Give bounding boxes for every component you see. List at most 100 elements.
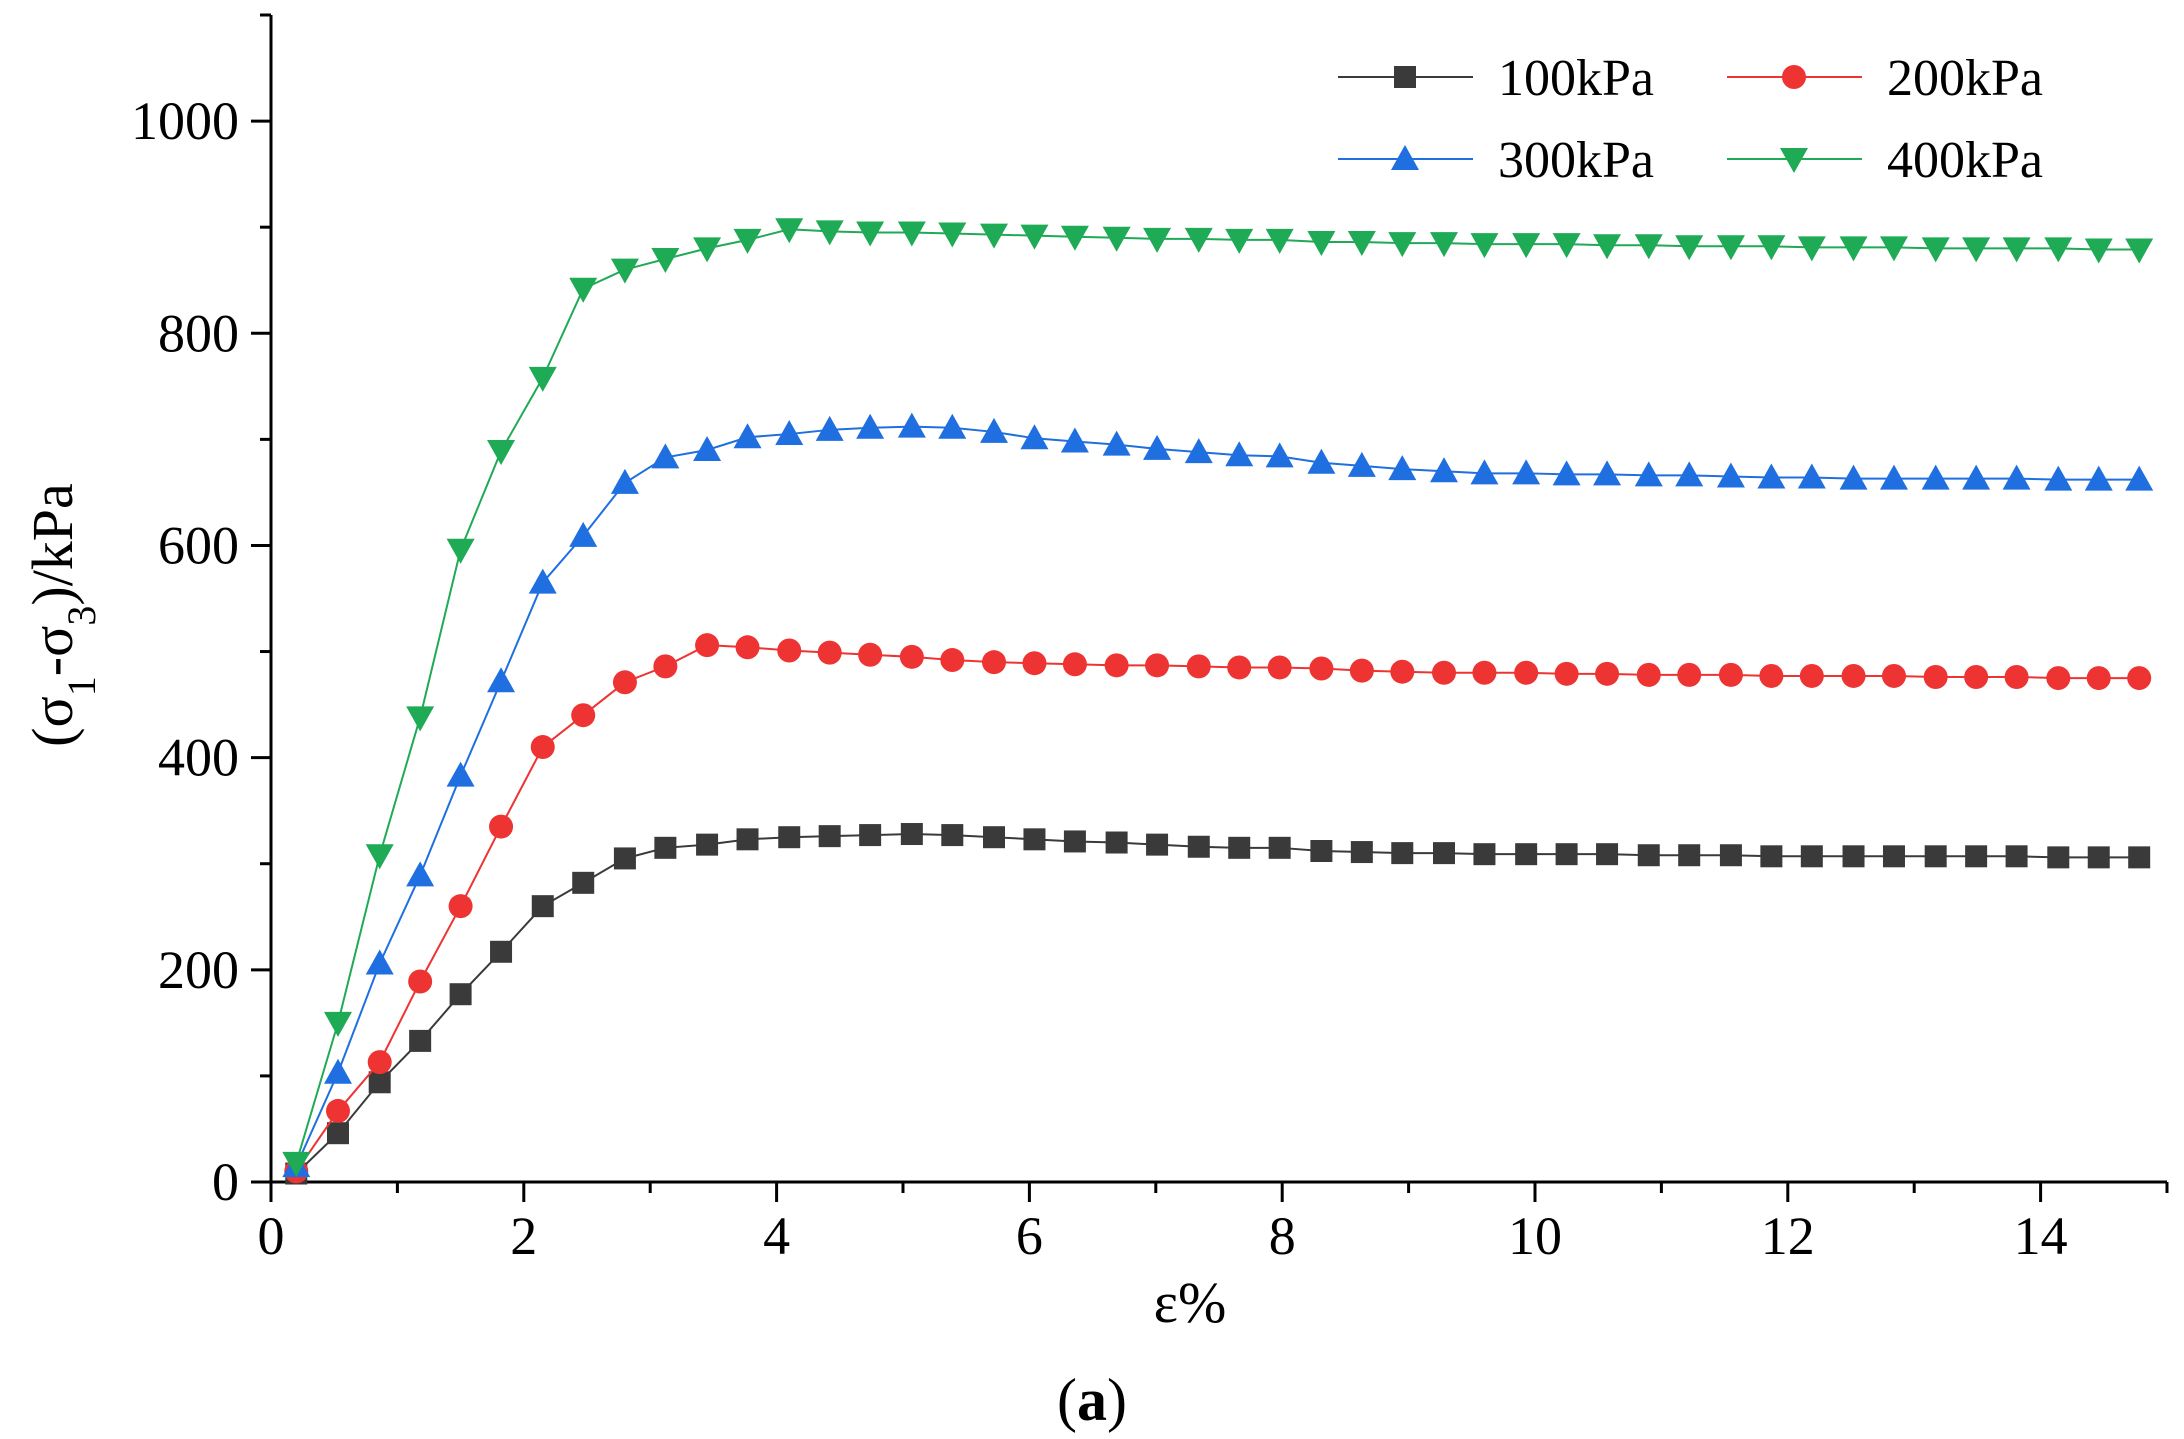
data-point-square [2005,845,2028,868]
data-point-circle [1472,660,1497,685]
data-point-circle [695,633,720,658]
data-point-circle [940,648,965,673]
data-point-circle [1431,660,1456,685]
legend-label: 400kPa [1887,132,2043,189]
data-point-circle [1145,653,1170,678]
series-300kPa [282,412,2154,1178]
data-point-circle [1841,663,1866,688]
data-point-circle [325,1098,350,1123]
data-point-circle [858,642,883,667]
data-point-triangle-up [897,412,926,438]
data-point-triangle-down [2002,237,2031,263]
data-point-triangle-up [1347,451,1376,477]
data-point-square [2087,846,2110,869]
data-point-triangle-down [1552,233,1581,259]
data-point-triangle-down [1512,233,1541,259]
data-point-circle [408,969,433,994]
data-point-square [368,1071,391,1094]
data-point-circle [1309,656,1334,681]
caption-letter: a [1077,1367,1107,1433]
data-point-triangle-up [406,861,435,887]
data-point-circle [899,644,924,669]
data-point-square [983,826,1006,849]
data-point-triangle-down [406,706,435,732]
data-point-circle [367,1050,392,1075]
y-axis-title: (σ1-σ3)/kPa [20,483,104,747]
data-point-triangle-up [2125,465,2154,491]
data-point-circle [653,654,678,679]
data-point-triangle-down [856,221,885,247]
data-point-circle [1782,65,1806,89]
data-point-triangle-down [1307,231,1336,257]
data-point-square [2047,846,2070,869]
data-point-square [531,895,554,918]
data-point-square [1023,828,1046,851]
data-point-triangle-up [1962,464,1991,490]
data-point-triangle-down [815,220,844,246]
series-line [295,425,2140,1167]
data-point-circle [1062,652,1087,677]
data-point-square [1350,841,1373,864]
data-point-triangle-down [1797,236,1826,262]
data-point-triangle-down [1839,236,1868,262]
data-point-square [449,983,472,1006]
data-point-square [1515,843,1538,866]
data-point-triangle-down [610,258,639,284]
data-point-square [1146,833,1169,856]
data-point-triangle-down [365,844,394,870]
data-point-triangle-up [528,568,557,594]
data-point-circle [1759,663,1784,688]
data-point-triangle-up [1307,448,1336,474]
data-point-triangle-up [815,415,844,441]
y-axis-title-subscript: 3 [59,606,104,626]
data-point-triangle-up [1429,457,1458,483]
data-point-circle [1390,659,1415,684]
data-point-triangle-down [1265,228,1294,254]
data-point-square [1187,835,1210,858]
data-point-square [1842,845,1865,868]
data-point-circle [1227,655,1252,680]
legend-label: 200kPa [1887,50,2043,107]
data-point-square [1228,836,1251,859]
data-point-square [1596,843,1619,866]
data-point-triangle-down [1429,232,1458,258]
data-point-triangle-up [569,521,598,547]
y-tick-label: 0 [212,1152,239,1212]
data-point-square [1924,845,1947,868]
data-point-square [1882,845,1905,868]
data-point-triangle-down [2044,237,2073,263]
data-point-triangle-down [1225,228,1254,254]
data-point-triangle-up [651,443,680,469]
data-point-circle [1514,660,1539,685]
data-point-triangle-down [1962,237,1991,263]
data-point-triangle-up [1102,430,1131,456]
data-point-triangle-down [1593,234,1622,260]
data-point-circle [2127,666,2152,691]
data-point-square [818,825,841,848]
data-point-square [1555,843,1578,866]
data-point-square [326,1122,349,1145]
data-point-triangle-down [1020,224,1049,250]
data-point-triangle-up [693,435,722,461]
legend-item: 300kPa [1338,132,1654,189]
data-point-triangle-down [446,538,475,564]
data-point-triangle-up [2002,464,2031,490]
data-point-triangle-down [1143,227,1172,253]
data-point-triangle-down [1634,234,1663,260]
data-point-triangle-down [980,223,1009,249]
data-point-circle [817,640,842,665]
data-point-circle [1022,651,1047,676]
data-point-triangle-up [365,949,394,975]
data-point-triangle-up [1797,463,1826,489]
data-point-triangle-down [528,366,557,392]
data-point-triangle-up [610,468,639,494]
series-layer [282,218,2154,1185]
data-point-triangle-up [1879,464,1908,490]
x-tick-label: 14 [2014,1206,2068,1266]
data-point-triangle-down [897,221,926,247]
data-point-square [778,826,801,849]
data-point-square [1310,839,1333,862]
data-point-square [736,828,759,851]
data-point-triangle-down [1184,227,1213,253]
